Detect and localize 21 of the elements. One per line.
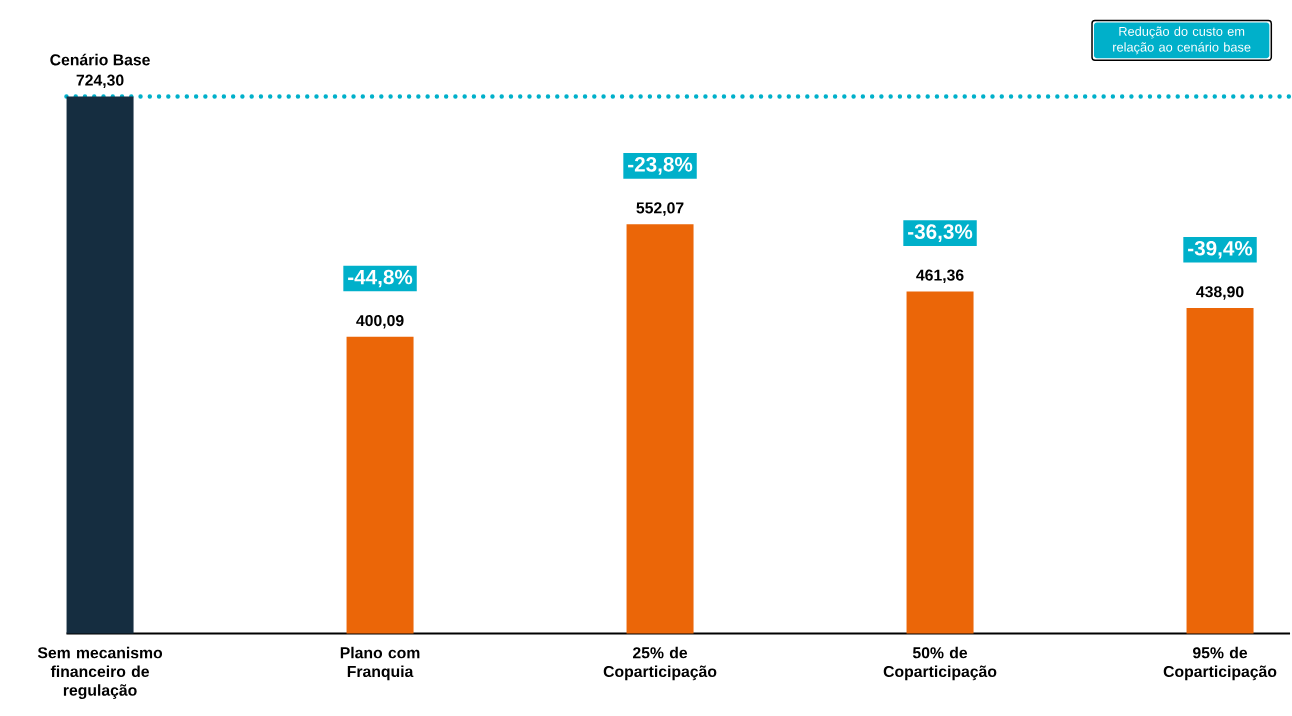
bar xyxy=(66,96,134,634)
bar xyxy=(1186,307,1254,634)
x-tick-label: 50% de Coparticipação xyxy=(883,646,997,681)
data-label: 724,30 xyxy=(76,74,124,88)
bar xyxy=(346,336,414,634)
annotation: -39,4% xyxy=(1188,240,1253,259)
text: Redução do custo em relação ao cenário base xyxy=(1113,26,1251,55)
annotation: -23,8% xyxy=(628,156,693,175)
x-tick-label: 25% de Coparticipação xyxy=(603,646,717,681)
x-tick-label: Plano com Franquia xyxy=(340,646,420,681)
annotation: -36,3% xyxy=(908,224,973,242)
x-tick-label: 95% de Coparticipação xyxy=(1163,646,1277,681)
data-label: 438,90 xyxy=(1196,286,1244,300)
annotation: -44,8% xyxy=(348,269,413,288)
data-label: 461,36 xyxy=(916,269,964,283)
bar xyxy=(906,291,974,634)
x-tick-label: Sem mecanismo financeiro de regulação xyxy=(37,646,163,699)
text: Cenário Base xyxy=(50,53,150,66)
data-label: 552,07 xyxy=(636,202,684,216)
bar xyxy=(626,224,694,634)
data-label: 400,09 xyxy=(356,314,404,329)
